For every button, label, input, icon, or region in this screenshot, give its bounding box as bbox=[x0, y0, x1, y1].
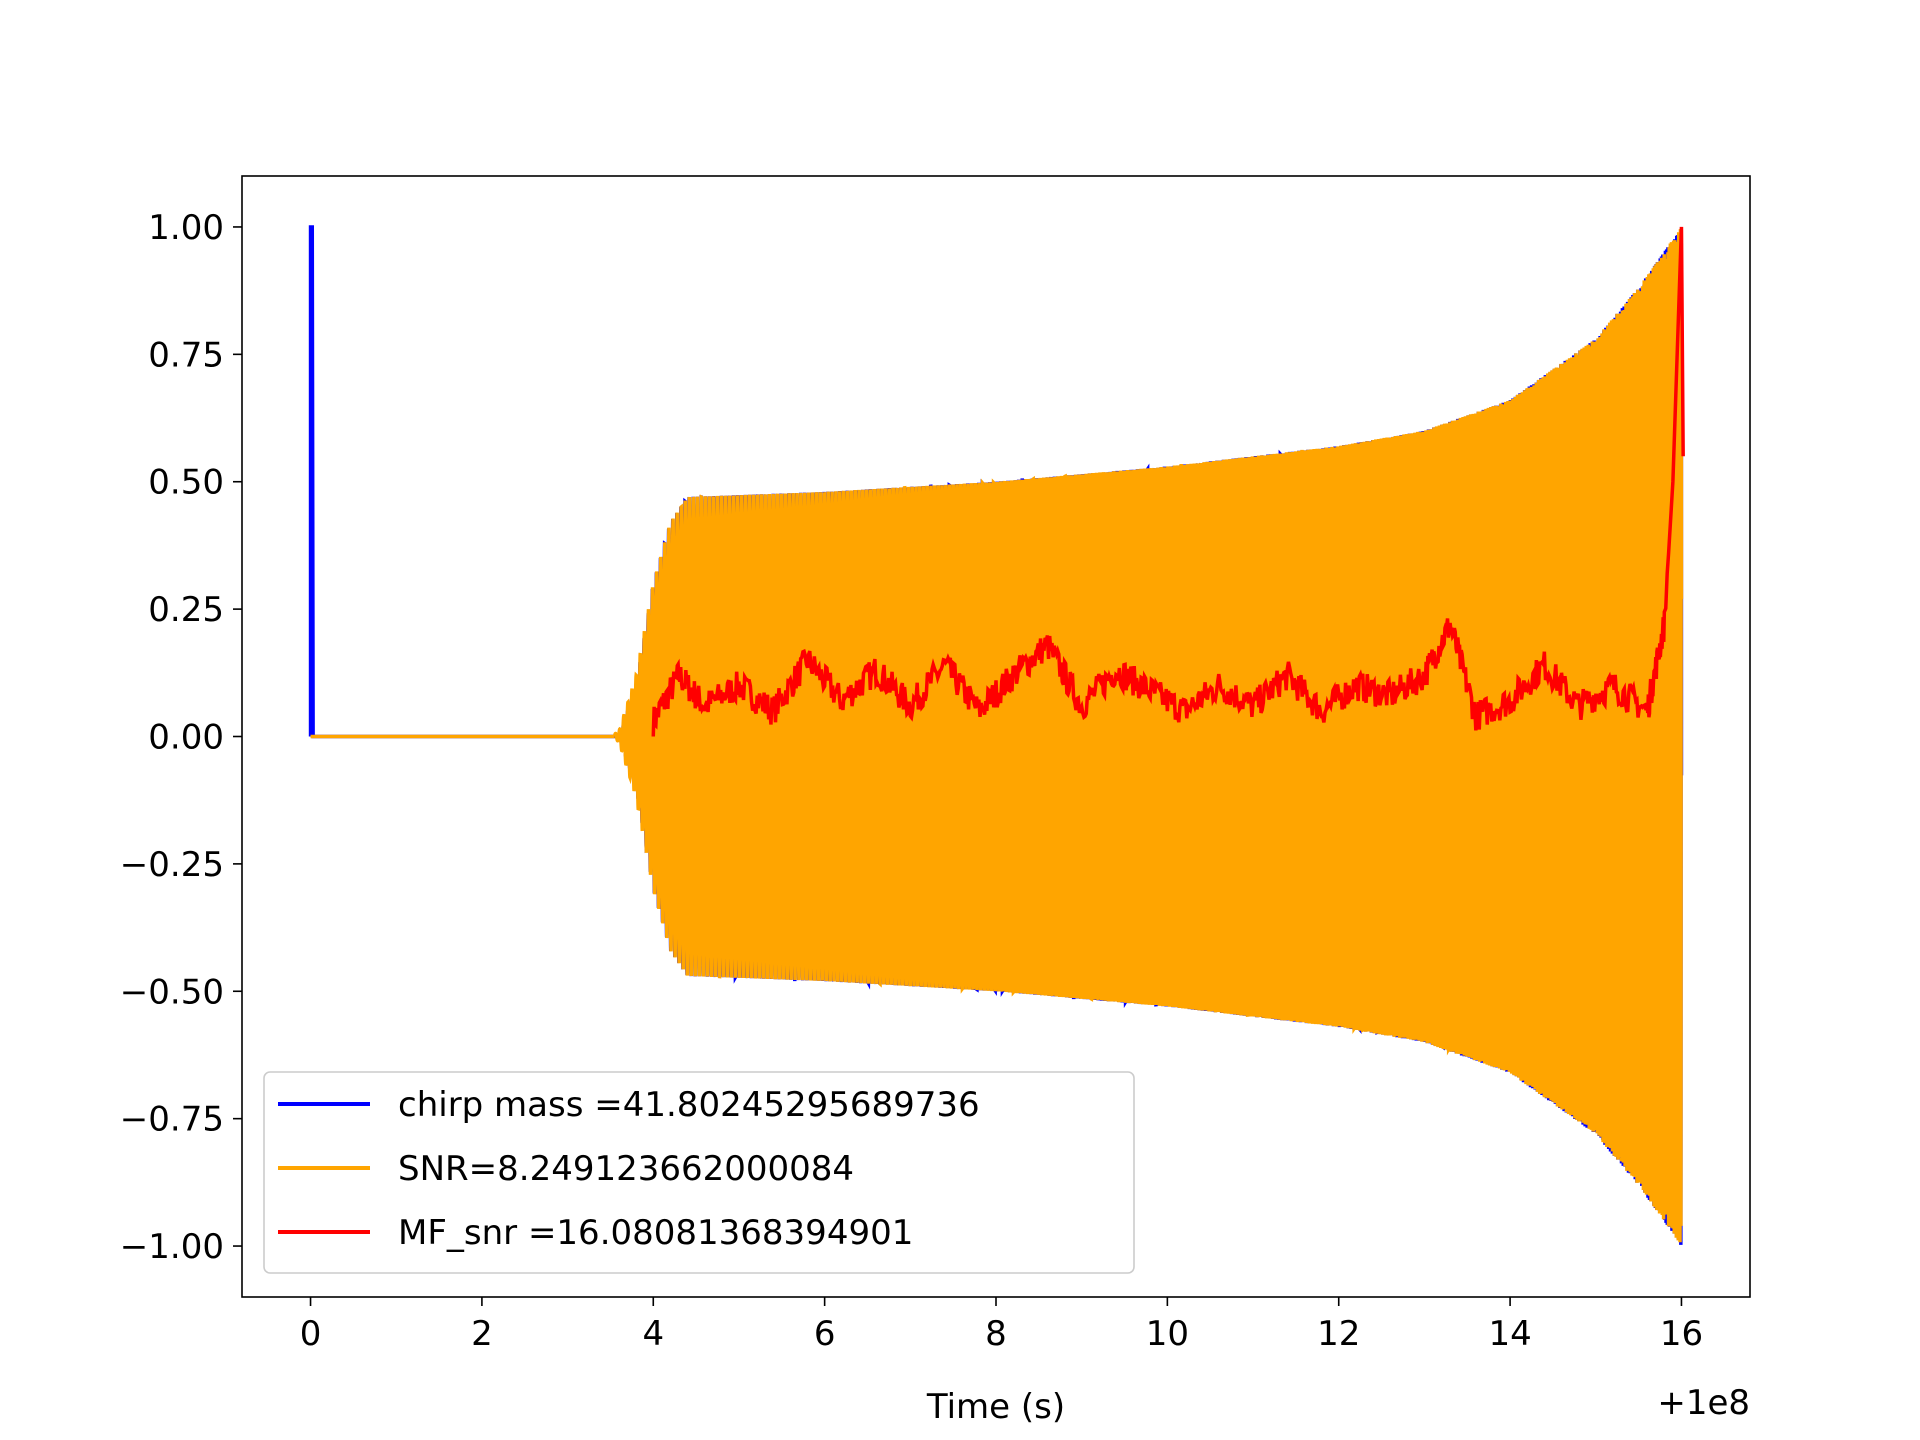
x-axis-offset-label: +1e8 bbox=[1657, 1383, 1750, 1423]
legend-label-mf-snr: MF_snr =16.08081368394901 bbox=[398, 1213, 913, 1253]
x-tick-label: 0 bbox=[300, 1314, 322, 1354]
y-tick-label: −1.00 bbox=[120, 1227, 224, 1267]
legend: chirp mass =41.80245295689736 SNR=8.2491… bbox=[263, 1071, 1135, 1274]
y-tick-label: 1.00 bbox=[148, 208, 224, 248]
x-tick-label: 4 bbox=[642, 1314, 664, 1354]
x-tick-label: 14 bbox=[1488, 1314, 1531, 1354]
y-tick-label: −0.25 bbox=[120, 845, 224, 885]
y-tick-label: 0.25 bbox=[148, 590, 224, 630]
y-tick-label: −0.50 bbox=[120, 972, 224, 1012]
y-tick-label: −0.75 bbox=[120, 1100, 224, 1140]
y-axis: 1.00 0.75 0.50 0.25 0.00 −0.25 −0.50 −0.75 −1.00 bbox=[120, 208, 242, 1267]
x-tick-label: 16 bbox=[1660, 1314, 1703, 1354]
x-tick-label: 10 bbox=[1146, 1314, 1189, 1354]
series-mf-snr-line bbox=[651, 226, 1685, 737]
y-tick-label: 0.50 bbox=[148, 463, 224, 503]
x-tick-label: 8 bbox=[985, 1314, 1007, 1354]
x-axis-label: Time (s) bbox=[926, 1387, 1065, 1427]
y-tick-label: 0.00 bbox=[148, 718, 224, 758]
x-tick-label: 12 bbox=[1317, 1314, 1360, 1354]
x-axis: 0 2 4 6 8 10 12 14 16 bbox=[300, 1297, 1703, 1354]
legend-box bbox=[263, 1071, 1135, 1274]
series-snr-line bbox=[613, 229, 1684, 1243]
legend-label-snr: SNR=8.249123662000084 bbox=[398, 1149, 854, 1189]
x-tick-label: 6 bbox=[814, 1314, 836, 1354]
series-layer bbox=[308, 225, 1685, 1245]
y-tick-label: 0.75 bbox=[148, 335, 224, 375]
legend-label-chirp-mass: chirp mass =41.80245295689736 bbox=[398, 1085, 980, 1125]
x-tick-label: 2 bbox=[471, 1314, 493, 1354]
